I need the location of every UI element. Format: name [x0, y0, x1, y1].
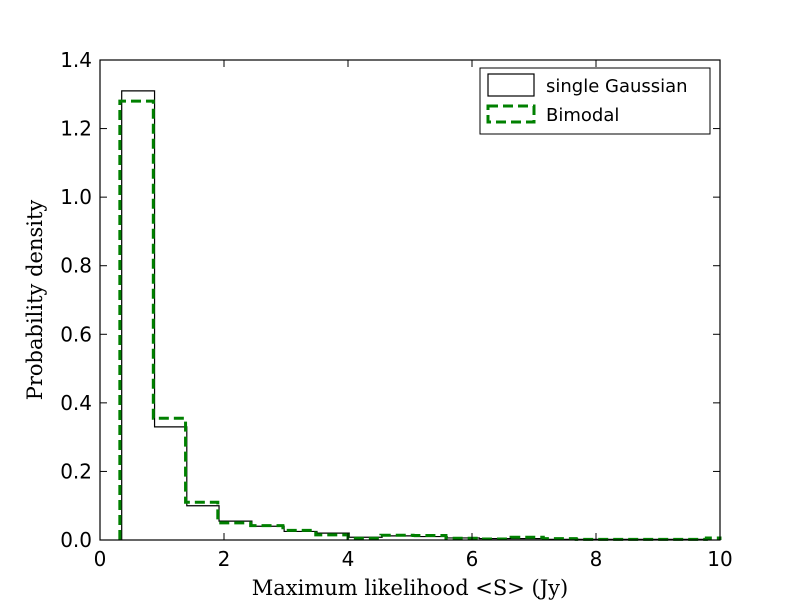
legend-label-single-gaussian: single Gaussian: [546, 76, 688, 97]
y-tick-label: 1.0: [60, 185, 92, 209]
y-tick-label: 1.2: [60, 117, 92, 141]
x-tick-label: 10: [707, 547, 732, 571]
legend-label-bimodal: Bimodal: [546, 105, 619, 126]
y-tick-label: 0.2: [60, 459, 92, 483]
legend-swatch-single-gaussian: [487, 73, 535, 97]
y-axis-title: Probability density: [23, 200, 47, 401]
series-layer: [118, 90, 722, 541]
legend-swatch-bimodal: [486, 104, 536, 124]
x-tick-label: 4: [342, 547, 355, 571]
series-step-single-gaussian: [121, 90, 709, 540]
x-tick-label: 8: [590, 547, 603, 571]
ticks-layer: 0 2 4 6 8 10 0.0 0.2 0.4 0.6 0.8 1.0 1.2 1.4: [60, 48, 733, 571]
x-tick-label: 0: [94, 547, 107, 571]
y-tick-label: 0.8: [60, 254, 92, 278]
y-tick-label: 1.4: [60, 48, 92, 72]
x-tick-label: 6: [466, 547, 479, 571]
legend: single Gaussian Bimodal: [479, 67, 711, 135]
y-tick-label: 0.4: [60, 391, 92, 415]
x-tick-label: 2: [218, 547, 231, 571]
x-axis-title: Maximum likelihood <S> (Jy): [252, 576, 568, 600]
plot-frame: [99, 59, 721, 541]
y-tick-label: 0.6: [60, 322, 92, 346]
y-tick-label: 0.0: [60, 528, 92, 552]
series-step-bimodal: [118, 99, 722, 541]
